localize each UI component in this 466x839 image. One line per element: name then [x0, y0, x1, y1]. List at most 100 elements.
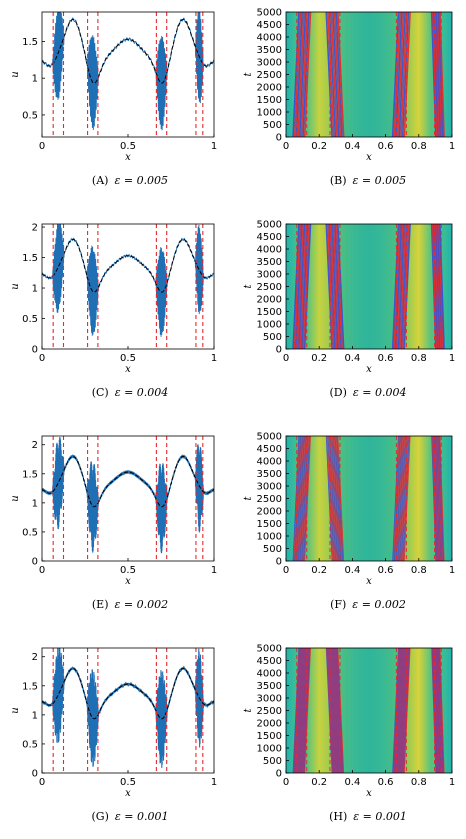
y-tick-label: 0	[32, 769, 38, 780]
oscillation-stripe	[329, 224, 338, 349]
oscillation-stripe	[326, 436, 334, 561]
oscillation-stripe	[335, 648, 343, 773]
oscillation-stripe	[437, 224, 443, 349]
oscillation-stripe	[394, 648, 401, 773]
oscillation-stripe	[398, 648, 405, 773]
y-tick-label: 3000	[257, 58, 282, 69]
oscillation-stripe	[431, 436, 437, 561]
oscillation-stripe	[330, 12, 338, 137]
x-axis-label: x	[366, 152, 372, 163]
oscillation-stripe	[298, 436, 306, 561]
y-tick-label: 0.5	[22, 527, 38, 538]
oscillation-stripe	[302, 12, 310, 137]
oscillation-stripe	[327, 12, 335, 137]
y-tick-label: 0.5	[22, 314, 38, 325]
oscillation-stripe	[399, 648, 407, 773]
oscillation-stripe	[294, 648, 301, 773]
x-tick-label: 0	[283, 777, 289, 788]
oscillation-stripe	[432, 436, 438, 561]
x-tick-label: 0.5	[120, 565, 136, 576]
y-tick-label: 1	[32, 74, 38, 85]
panel-caption: (G) ε = 0.001	[92, 810, 169, 823]
oscillation-stripe	[334, 436, 342, 561]
y-tick-label: 3500	[257, 257, 282, 268]
oscillation-stripe	[336, 648, 344, 773]
oscillation-stripe	[334, 648, 342, 773]
oscillation-stripe	[303, 648, 311, 773]
x-tick-label: 0	[283, 353, 289, 364]
y-tick-label: 3000	[257, 694, 282, 705]
y-tick-label: 1.5	[22, 37, 38, 48]
oscillation-stripe	[403, 224, 411, 349]
oscillation-stripe	[300, 648, 307, 773]
oscillation-stripe	[401, 12, 410, 137]
caption-letter: (H)	[329, 810, 347, 823]
oscillation-stripe	[299, 648, 306, 773]
mean-curve	[42, 455, 214, 508]
oscillation-stripe	[401, 436, 408, 561]
oscillation-stripe	[300, 12, 308, 137]
y-tick-label: 3000	[257, 270, 282, 281]
oscillation-stripe	[336, 436, 344, 561]
oscillation-stripe	[435, 436, 441, 561]
y-tick-label: 500	[263, 120, 282, 131]
y-tick-label: 2500	[257, 706, 282, 717]
x-tick-label: 0	[39, 353, 45, 364]
oscillation-stripe	[438, 224, 444, 349]
x-axis-label: x	[125, 364, 131, 375]
oscillation-stripe	[302, 648, 310, 773]
oscillation-stripe	[298, 224, 306, 349]
oscillation-stripe	[295, 436, 302, 561]
x-tick-label: 0.4	[344, 353, 360, 364]
y-axis-label: t	[243, 496, 254, 501]
y-tick-label: 2	[32, 440, 38, 451]
oscillation-stripe	[337, 12, 345, 137]
solution-curve	[42, 224, 214, 337]
oscillation-stripe	[299, 224, 307, 349]
y-tick-label: 1	[32, 284, 38, 295]
oscillation-stripe	[400, 224, 408, 349]
oscillation-stripe	[396, 224, 404, 349]
oscillation-stripe	[303, 648, 310, 773]
oscillation-stripe	[332, 436, 340, 561]
x-tick-label: 1	[449, 141, 455, 152]
oscillation-stripe	[330, 436, 337, 561]
oscillation-stripe	[296, 648, 304, 773]
oscillation-stripe	[326, 224, 335, 349]
heatmap-area	[286, 12, 452, 137]
oscillation-stripe	[395, 12, 403, 137]
y-tick-label: 3000	[257, 482, 282, 493]
panel-h: 0 0.2 0.4 0.6 0.8 105001000150020002500300035…	[243, 644, 455, 824]
oscillation-stripe	[394, 648, 402, 773]
mean-curve	[42, 238, 214, 293]
oscillation-stripe	[403, 12, 411, 137]
oscillation-stripe	[399, 436, 407, 561]
x-axis-label: x	[125, 152, 131, 163]
oscillation-stripe	[435, 436, 441, 561]
y-tick-label: 5000	[257, 644, 282, 655]
oscillation-stripe	[292, 224, 300, 349]
oscillation-stripe	[436, 12, 443, 137]
solution-curve	[42, 648, 214, 768]
caption-letter: (B)	[330, 174, 347, 187]
oscillation-stripe	[296, 648, 303, 773]
oscillation-stripe	[296, 224, 305, 349]
heatmap-background	[286, 12, 452, 137]
x-tick-label: 0.4	[344, 777, 360, 788]
oscillation-stripe	[392, 648, 400, 773]
oscillation-stripe	[325, 12, 333, 137]
x-axis-label: x	[366, 576, 372, 587]
panel-caption: (D) ε = 0.004	[329, 386, 406, 399]
oscillation-stripe	[329, 648, 337, 773]
oscillation-stripe	[403, 436, 411, 561]
oscillation-stripe	[298, 12, 307, 137]
caption-letter: (A)	[92, 174, 109, 187]
oscillation-stripe	[397, 224, 406, 349]
y-tick-label: 4000	[257, 457, 282, 468]
oscillation-stripe	[337, 648, 345, 773]
oscillation-stripe	[393, 12, 401, 137]
axes-frame	[41, 435, 215, 562]
y-tick-label: 0.5	[22, 110, 38, 121]
caption-equation: ε = 0.004	[353, 386, 407, 399]
